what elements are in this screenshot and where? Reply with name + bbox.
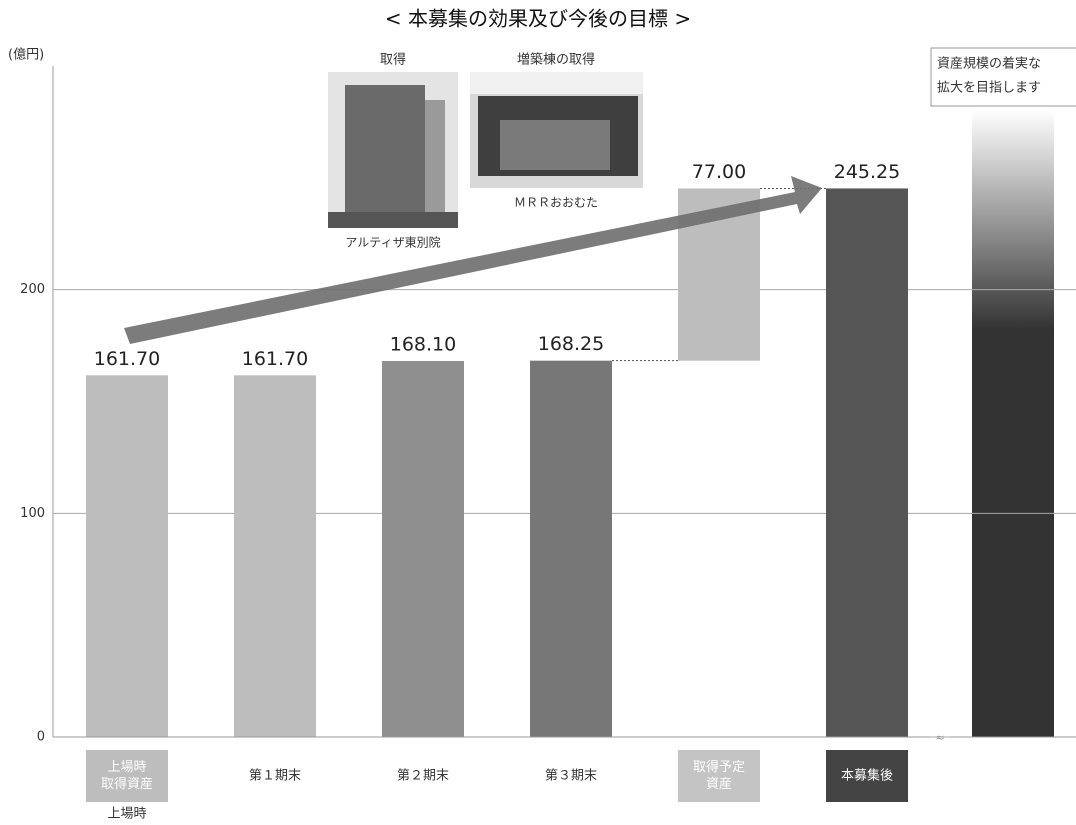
goal-text: 拡大を目指します [937,81,1041,96]
value-label: 161.70 [94,348,160,370]
photo-caption: ＭＲＲおおむた [514,196,598,210]
goal-box [930,47,1076,107]
photo-left [328,72,458,228]
bar [826,188,908,737]
photo-caption: アルティザ東別院 [345,236,440,250]
category-note: 上場時 [107,807,146,822]
x-tick-label: 資産 [706,776,732,792]
bar [530,360,612,737]
chart-title: < 本募集の効果及び今後の目標 > [385,7,691,31]
x-tick-label: 本募集後 [841,768,893,784]
value-label: 161.70 [242,348,308,370]
x-tick-label: 取得予定 [693,759,745,775]
goal-text: 資産規模の着実な [937,56,1041,72]
goal-bar [972,110,1054,737]
category-box [678,750,760,802]
y-tick-label: 200 [20,282,45,297]
x-tick-label: 上場時 [107,760,146,775]
x-tick-label: 取得資産 [101,776,153,792]
bar [86,375,168,737]
growth-arrow [124,176,822,344]
photo-right [470,72,643,188]
value-label: 168.25 [538,333,604,355]
value-label: 77.00 [692,161,746,183]
x-tick-label: 第１期末 [249,769,301,784]
photo-caption: 取得 [380,52,406,68]
category-box [826,750,908,802]
y-tick-label: 0 [37,730,45,745]
category-box [86,750,168,802]
y-tick-label: 100 [20,506,45,521]
photo-caption: 増築棟の取得 [517,52,595,68]
x-tick-label: 第２期末 [397,769,449,784]
bar [382,361,464,737]
y-unit: (億円) [8,47,44,63]
value-label: 245.25 [834,161,900,183]
bar [234,375,316,737]
x-tick-label: 第３期末 [545,769,597,784]
value-label: 168.10 [390,334,456,356]
